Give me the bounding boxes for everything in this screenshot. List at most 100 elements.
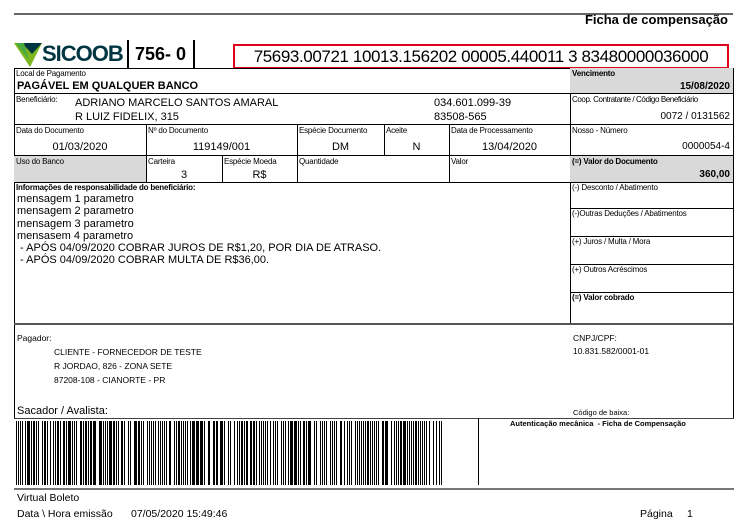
barcode-bar: [121, 421, 123, 485]
barcode-bar: [314, 421, 315, 485]
valor-documento-value: 360,00: [699, 169, 730, 180]
label: (+) Juros / Multa / Mora: [572, 237, 651, 246]
barcode-bar: [149, 421, 150, 485]
barcode-bar: [185, 421, 186, 485]
barcode-bar: [283, 421, 284, 485]
barcode-bar: [349, 421, 350, 485]
barcode-bar: [50, 421, 51, 485]
beneficiario-cell: Beneficiário: ADRIANO MARCELO SANTOS AMA…: [14, 94, 571, 125]
barcode-bar: [270, 421, 271, 485]
barcode-bar: [288, 421, 289, 485]
divider: [14, 418, 734, 419]
barcode-bar: [277, 421, 278, 485]
barcode-bar: [298, 421, 299, 485]
barcode-bar: [33, 421, 35, 485]
label: Valor: [451, 157, 469, 166]
barcode: [16, 421, 442, 485]
local-pagamento-value: PAGÁVEL EM QUALQUER BANCO: [17, 80, 199, 92]
barcode-bar: [200, 421, 203, 485]
barcode-bar: [105, 421, 106, 485]
barcode-bar: [426, 421, 427, 485]
coop-value: 0072 / 0131562: [660, 111, 730, 122]
barcode-bar: [407, 421, 408, 485]
barcode-bar: [316, 421, 317, 485]
barcode-bar: [372, 421, 373, 485]
barcode-bar: [370, 421, 371, 485]
vencimento-cell: Vencimento 15/08/2020: [570, 68, 734, 94]
barcode-bar: [273, 421, 274, 485]
barcode-bar: [31, 421, 32, 485]
barcode-bar: [418, 421, 419, 485]
label: Quantidade: [299, 157, 339, 166]
barcode-bar: [38, 421, 39, 485]
barcode-bar: [128, 421, 129, 485]
codigo-baixa-label: Código de baixa:: [573, 408, 630, 417]
barcode-bar: [88, 421, 89, 485]
label: Espécie Moeda: [224, 157, 277, 166]
numero-documento-cell: Nº do Documento 119149/001: [146, 125, 298, 156]
barcode-bar: [241, 421, 243, 485]
beneficiario-name: ADRIANO MARCELO SANTOS AMARAL: [75, 97, 279, 109]
barcode-bar: [441, 421, 442, 485]
barcode-bar: [394, 421, 395, 485]
barcode-bar: [166, 421, 167, 485]
emissao-value: 07/05/2020 15:49:46: [131, 508, 228, 520]
barcode-bar: [261, 421, 262, 485]
sicoob-logo-icon: [14, 43, 42, 67]
barcode-bar: [234, 421, 235, 485]
barcode-bar: [355, 421, 356, 485]
barcode-bar: [382, 421, 384, 485]
barcode-bar: [398, 421, 399, 485]
carteira-cell: Carteira 3: [146, 156, 223, 183]
instruction-line: - APÓS 04/09/2020 COBRAR MULTA DE R$36,0…: [17, 254, 270, 267]
pagador-address: R JORDAO, 826 - ZONA SETE: [54, 361, 173, 371]
barcode-bar: [263, 421, 264, 485]
barcode-bar: [363, 421, 364, 485]
barcode-bar: [103, 421, 104, 485]
divider: [127, 40, 129, 68]
barcode-bar: [72, 421, 73, 485]
barcode-bar: [155, 421, 156, 485]
barcode-bar: [361, 421, 362, 485]
barcode-bar: [204, 421, 205, 485]
barcode-bar: [60, 421, 61, 485]
barcode-bar: [53, 421, 54, 485]
coop-cell: Coop. Contratante / Código Beneficiário …: [570, 94, 734, 125]
barcode-bar: [99, 421, 102, 485]
instruction-line: - APÓS 04/09/2020 COBRAR JUROS DE R$1,20…: [17, 242, 382, 255]
barcode-bar: [143, 421, 144, 485]
barcode-bar: [320, 421, 321, 485]
barcode-bar: [347, 421, 348, 485]
barcode-bar: [275, 421, 276, 485]
barcode-bar: [409, 421, 410, 485]
barcode-bar: [385, 421, 388, 485]
barcode-bar: [20, 421, 21, 485]
barcode-bar: [420, 421, 421, 485]
barcode-bar: [138, 421, 140, 485]
barcode-bar: [422, 421, 423, 485]
barcode-bar: [344, 421, 345, 485]
label: (=) Valor cobrado: [572, 293, 635, 302]
beneficiario-cep: 83508-565: [434, 111, 487, 123]
numero-documento-value: 119149/001: [192, 141, 251, 153]
barcode-bar: [109, 421, 112, 485]
instructions-cell: Informações de responsabilidade do benef…: [14, 182, 571, 325]
barcode-bar: [378, 421, 379, 485]
barcode-bar: [228, 421, 229, 485]
beneficiario-address: R LUIZ FIDELIX, 315: [75, 111, 179, 123]
label: (-) Desconto / Abatimento: [572, 183, 658, 192]
barcode-bar: [403, 421, 406, 485]
instruction-line: mensagem 2 parametro: [17, 205, 134, 218]
carteira-value: 3: [180, 169, 188, 181]
barcode-bar: [44, 421, 46, 485]
barcode-bar: [27, 421, 30, 485]
barcode-bar: [340, 421, 342, 485]
barcode-bar: [22, 421, 23, 485]
barcode-bar: [93, 421, 96, 485]
barcode-bar: [174, 421, 175, 485]
barcode-bar: [25, 421, 26, 485]
divider: [193, 40, 195, 68]
label: Informações de responsabilidade do benef…: [16, 183, 196, 192]
cnpj-label: CNPJ/CPF:: [573, 333, 617, 343]
instruction-line: mensagem 3 parametro: [17, 217, 134, 230]
